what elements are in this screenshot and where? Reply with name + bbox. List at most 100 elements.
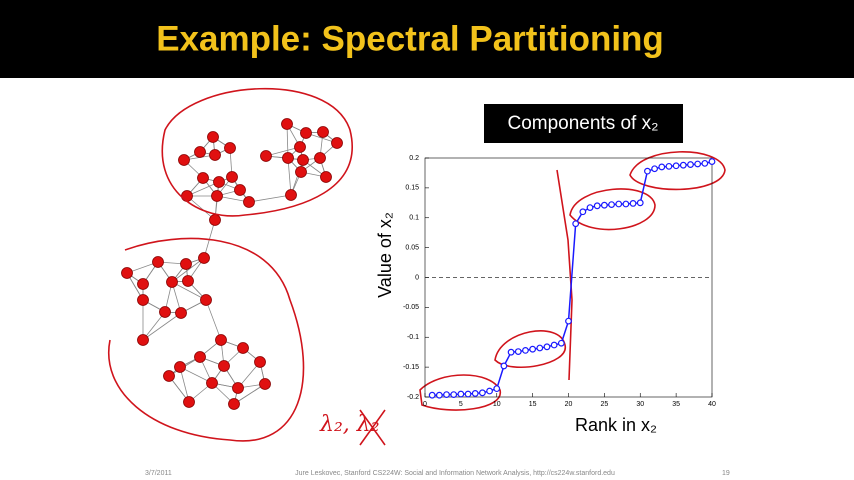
point: [493, 385, 501, 393]
title-bar: [0, 0, 854, 78]
node: [166, 276, 178, 288]
point: [529, 345, 537, 353]
point: [622, 200, 630, 208]
node: [314, 152, 326, 164]
y-axis-label: Value of x₂: [375, 212, 395, 298]
x-tick-label: 10: [493, 401, 501, 408]
node: [259, 378, 271, 390]
edge: [171, 281, 207, 301]
x-tick-label: 25: [600, 401, 608, 408]
node: [254, 356, 266, 368]
point: [644, 167, 651, 175]
y-tick-label: 0.1: [409, 215, 419, 222]
point: [572, 220, 580, 228]
node: [183, 396, 195, 408]
node: [175, 307, 187, 319]
node: [178, 154, 190, 166]
point: [457, 390, 465, 398]
point: [479, 389, 486, 397]
y-tick-label: -0.05: [403, 304, 419, 311]
node: [224, 142, 236, 154]
point: [550, 341, 558, 349]
network: [121, 118, 343, 410]
slide-title: Example: Spectral Partitioning: [156, 19, 664, 58]
node: [182, 275, 194, 287]
node: [234, 184, 246, 196]
y-tick-label: 0.2: [409, 155, 419, 162]
node: [209, 149, 221, 161]
point: [464, 390, 472, 398]
circle-annotation: [629, 151, 726, 191]
edge: [233, 383, 266, 405]
edge: [142, 312, 182, 341]
circle-annotation: [494, 330, 566, 368]
point: [443, 391, 450, 399]
point: [608, 201, 615, 209]
node: [159, 306, 171, 318]
split-annotation: [556, 169, 573, 381]
point: [543, 343, 551, 351]
x-tick-label: 35: [672, 401, 680, 408]
point: [651, 165, 658, 173]
node: [198, 252, 210, 264]
point: [579, 208, 587, 216]
annotations: [107, 87, 726, 446]
node: [215, 334, 227, 346]
footer-page: 19: [722, 470, 730, 477]
node: [121, 267, 133, 279]
point: [557, 339, 565, 347]
node: [232, 382, 244, 394]
node: [180, 258, 192, 270]
point: [593, 202, 601, 210]
x-tick-label: 5: [459, 401, 463, 408]
node: [237, 342, 249, 354]
point: [687, 161, 694, 168]
node: [243, 196, 255, 208]
point: [694, 160, 702, 168]
node: [207, 131, 219, 143]
edge: [248, 194, 292, 203]
x-tick-label: 30: [636, 401, 644, 408]
chart-title-box: [484, 104, 683, 143]
x-tick-label: 20: [565, 401, 573, 408]
edge: [179, 366, 213, 384]
node: [285, 189, 297, 201]
point: [701, 159, 709, 167]
series-line: [432, 160, 713, 396]
edge: [205, 299, 222, 341]
point: [629, 200, 637, 207]
node: [297, 154, 309, 166]
point: [565, 317, 572, 325]
footer-date: 3/7/2011: [145, 470, 172, 477]
y-tick-label: -0.15: [403, 364, 419, 371]
y-tick-label: 0.05: [405, 244, 419, 251]
point: [658, 163, 666, 171]
node: [281, 118, 293, 130]
footer-credit: Jure Leskovec, Stanford CS224W: Social a…: [295, 470, 615, 477]
x-tick-label: 15: [529, 401, 537, 408]
point: [708, 158, 716, 165]
point: [600, 201, 608, 209]
node: [294, 141, 306, 153]
x-axis-label: Rank in x₂: [575, 415, 657, 435]
point: [636, 199, 644, 207]
node: [320, 171, 332, 183]
node: [197, 172, 209, 184]
node: [194, 146, 206, 158]
circle-annotation: [161, 87, 353, 217]
point: [507, 348, 515, 356]
y-tick-label: 0: [415, 274, 419, 281]
node: [218, 360, 230, 372]
edge: [287, 157, 292, 196]
node: [300, 127, 312, 139]
point: [471, 390, 479, 397]
node: [194, 351, 206, 363]
edge: [171, 257, 205, 283]
chart-title: Components of x₂: [507, 113, 658, 134]
y-tick-label: -0.2: [407, 394, 419, 401]
node: [163, 370, 175, 382]
circle-annotation: [107, 237, 305, 442]
node: [228, 398, 240, 410]
point: [536, 344, 544, 352]
